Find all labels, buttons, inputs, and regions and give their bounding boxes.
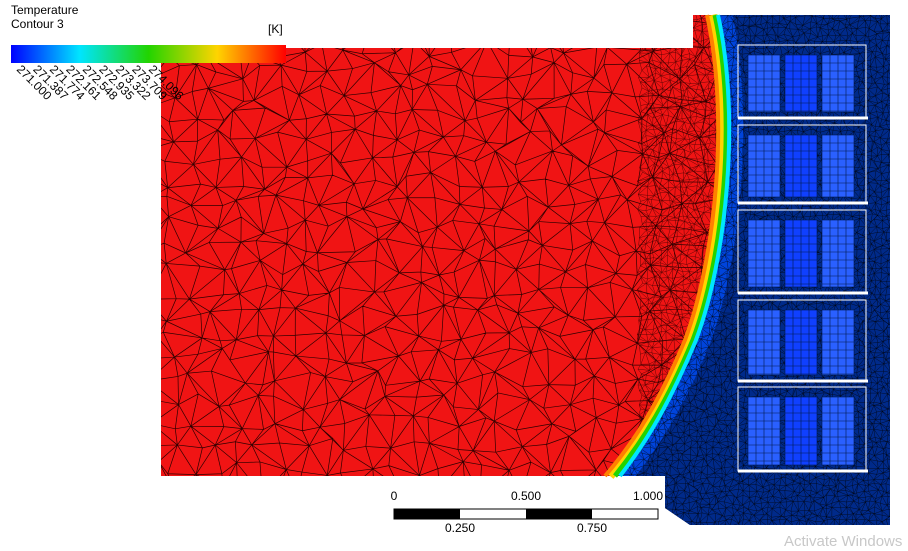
scale-label: 0.500: [511, 489, 541, 503]
scale-bar: [393, 508, 659, 520]
gradient-band: [603, 14, 732, 479]
watermark: Activate Windows: [784, 533, 902, 550]
legend-unit: [K]: [268, 22, 283, 36]
scale-label: 1.000: [633, 489, 663, 503]
legend-subtitle: Contour 3: [11, 17, 64, 31]
color-bar: [11, 45, 286, 63]
mesh-lines: [161, 15, 724, 476]
shelf-frame: [737, 209, 867, 294]
legend-title: Temperature: [11, 3, 79, 17]
scale-label: 0.250: [445, 521, 475, 535]
shelf-frame: [737, 386, 867, 472]
battery-rack: [737, 44, 868, 473]
shelf-frame: [737, 44, 867, 119]
scale-label: 0: [391, 489, 398, 503]
shelf-frame: [737, 124, 867, 204]
red-region: [161, 15, 724, 476]
scale-label: 0.750: [577, 521, 607, 535]
shelf-frame: [737, 299, 867, 382]
